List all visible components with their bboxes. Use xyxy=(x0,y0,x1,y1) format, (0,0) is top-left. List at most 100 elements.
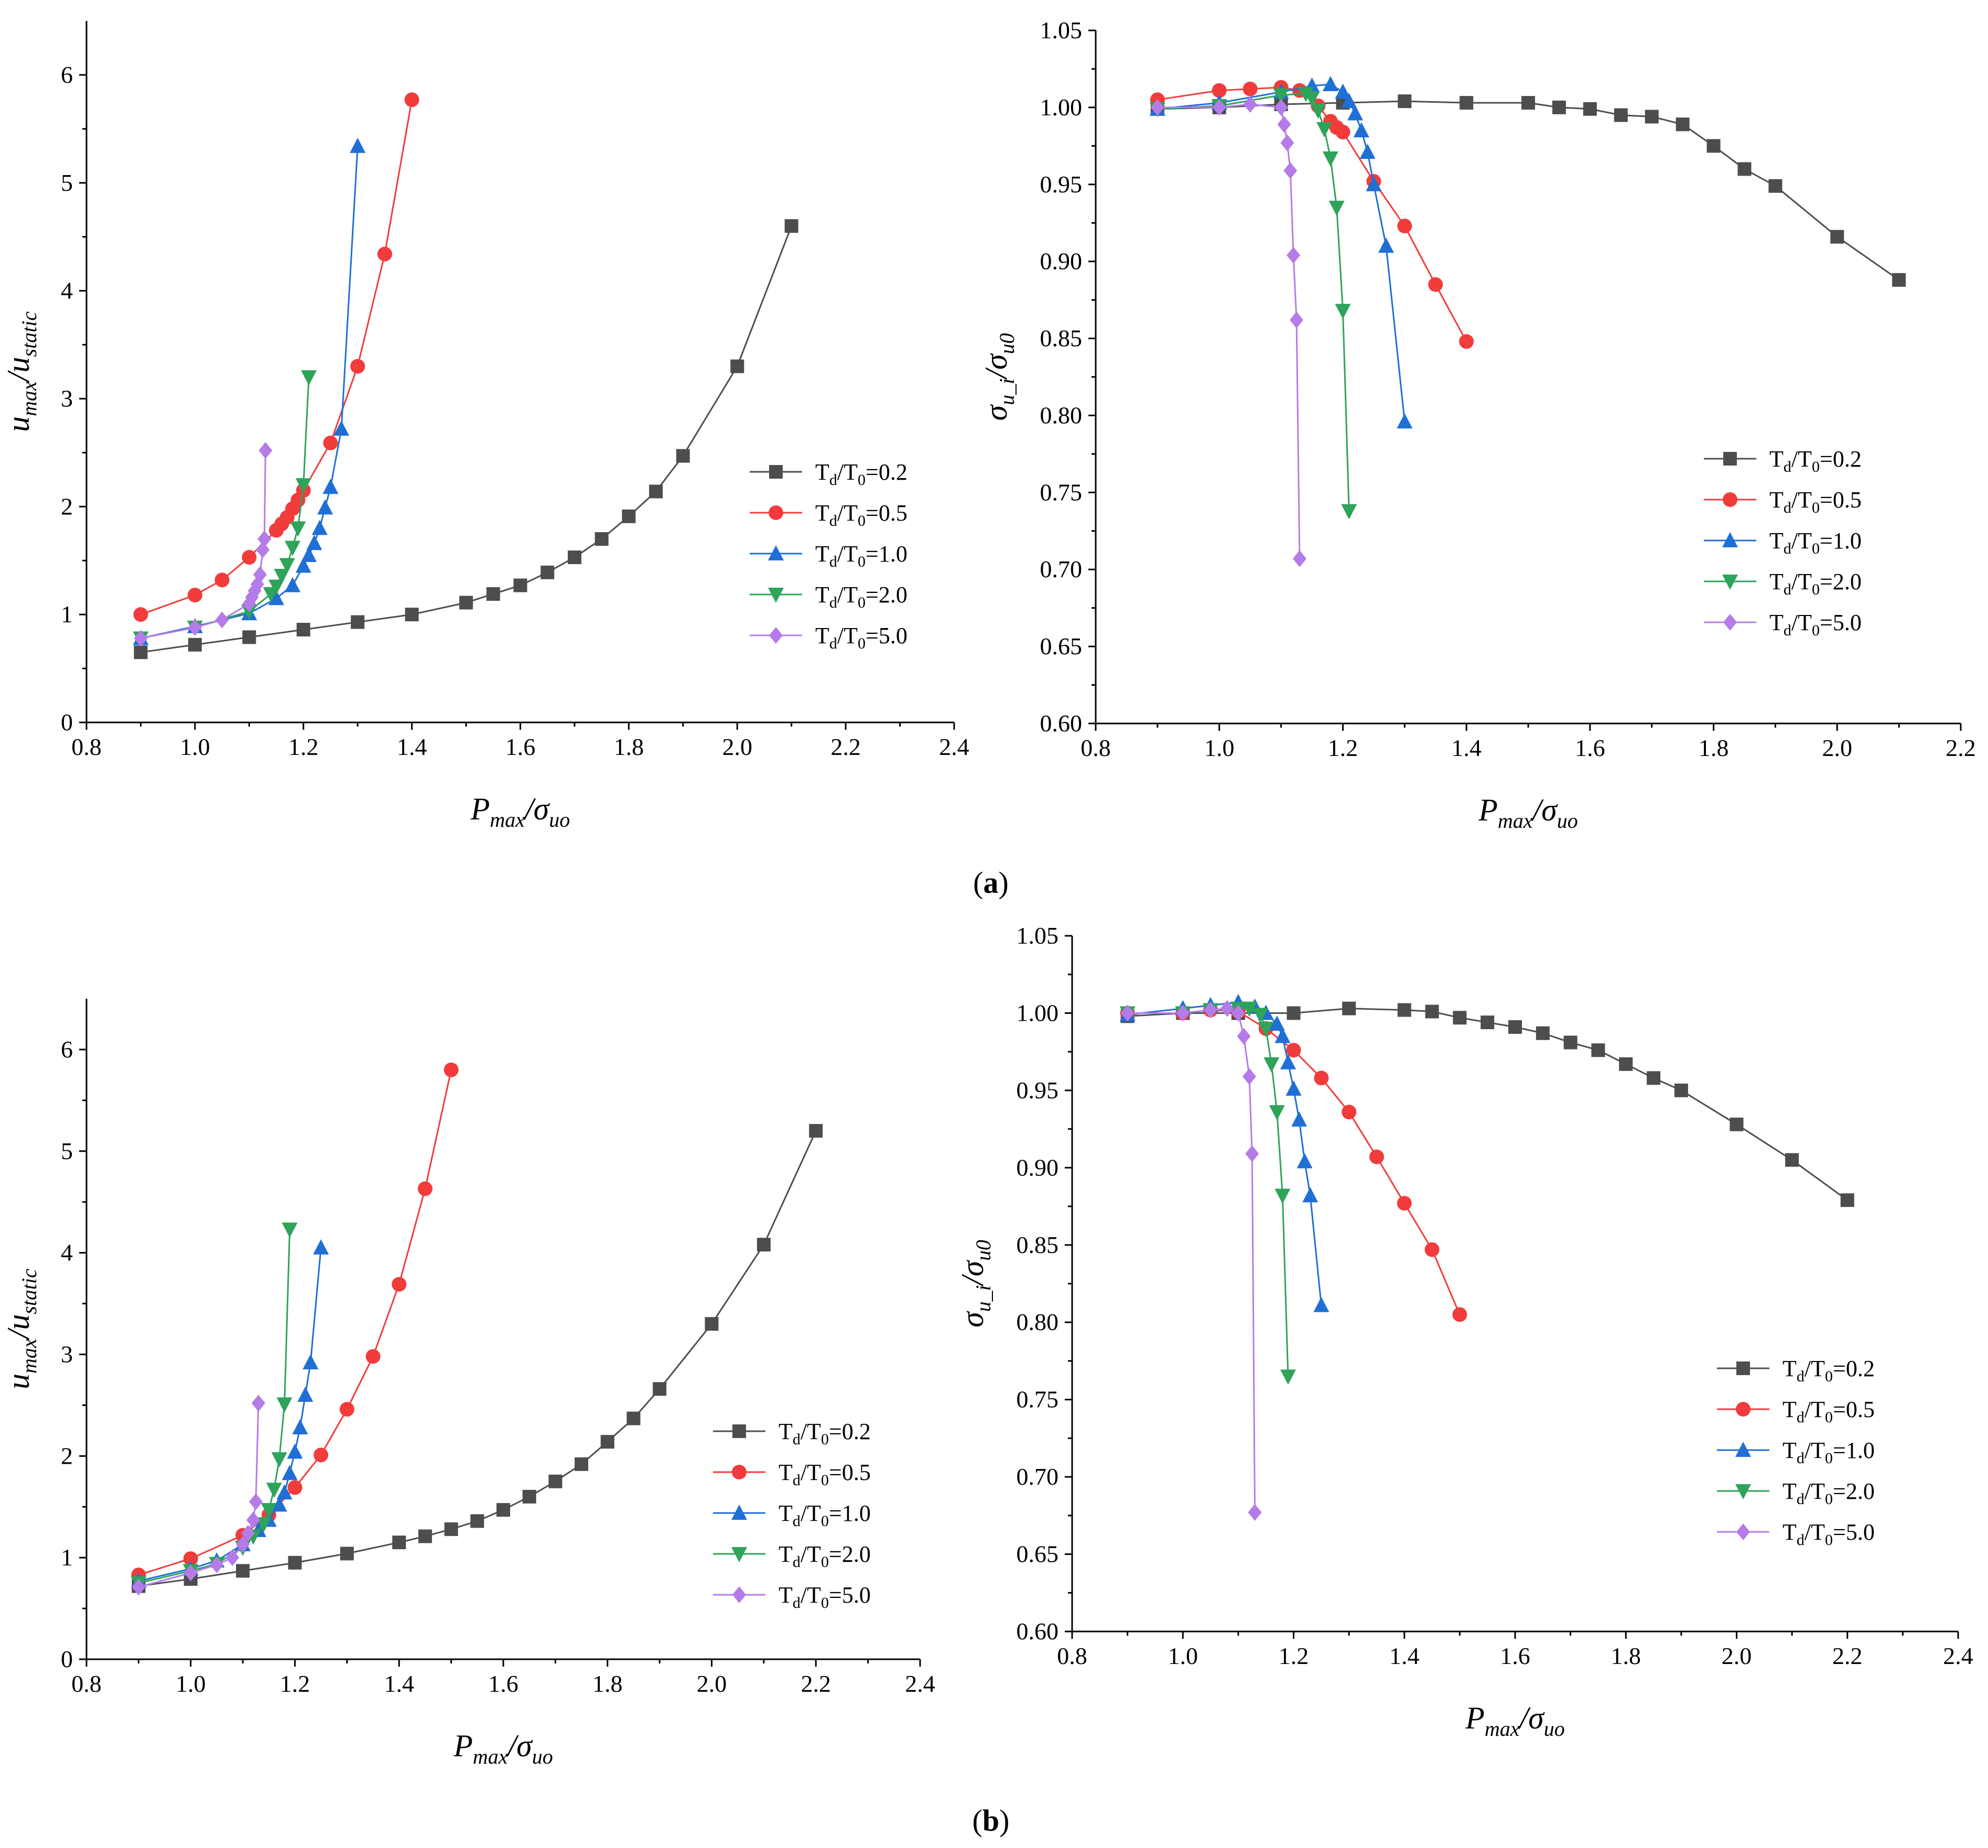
data-point xyxy=(1425,1004,1439,1019)
y-tick-label: 5 xyxy=(61,169,73,196)
legend: Td/T0=0.2 Td/T0=0.5 Td/T0=1.0 Td/T0=2.0 Td/T… xyxy=(1717,1356,1875,1549)
legend-label: Td/T0=0.5 xyxy=(779,1460,871,1489)
y-tick-label: 1.05 xyxy=(1040,17,1083,44)
data-point xyxy=(1428,277,1443,292)
data-point xyxy=(288,1555,302,1570)
x-tick-label: 2.2 xyxy=(801,1670,831,1697)
data-point xyxy=(258,442,273,459)
data-point xyxy=(626,1411,641,1425)
legend-entry: Td/T0=5.0 xyxy=(1704,610,1862,639)
y-tick-label: 5 xyxy=(61,1138,73,1164)
data-point xyxy=(1280,134,1294,152)
x-tick-label: 2.4 xyxy=(939,733,969,760)
data-point xyxy=(246,1511,260,1529)
data-point xyxy=(317,499,333,515)
data-point xyxy=(297,1387,314,1402)
data-point xyxy=(1248,1504,1262,1521)
chart-2: 0.8 1.0 1.2 1.4 1.6 1.8 2.0 2.2 0.60 0.65 0.70 0.75… xyxy=(979,17,1976,833)
data-point xyxy=(1322,75,1338,91)
legend-label: Td/T0=0.5 xyxy=(815,500,907,529)
data-point xyxy=(251,1395,265,1412)
data-point xyxy=(1674,1083,1688,1097)
data-point xyxy=(1460,96,1474,110)
data-point xyxy=(1280,1369,1296,1385)
data-point xyxy=(1150,99,1164,116)
y-tick-label: 3 xyxy=(61,385,73,412)
data-point xyxy=(444,1522,458,1536)
data-point xyxy=(210,1556,224,1573)
legend-entry: Td/T0=5.0 xyxy=(1717,1519,1875,1549)
data-point xyxy=(1830,230,1844,244)
x-tick-label: 1.6 xyxy=(1575,734,1605,761)
legend-entry: Td/T0=0.2 xyxy=(750,459,907,489)
x-tick-label: 1.8 xyxy=(614,733,644,760)
data-point xyxy=(268,579,285,595)
x-tick-label: 0.8 xyxy=(71,733,102,760)
data-point xyxy=(1176,1004,1190,1022)
data-point xyxy=(392,1536,406,1550)
legend-marker xyxy=(1722,575,1738,590)
data-point xyxy=(306,535,322,550)
data-point xyxy=(1706,139,1721,153)
legend-marker xyxy=(1735,1484,1751,1499)
data-point xyxy=(1536,1026,1550,1040)
data-point xyxy=(1287,246,1301,264)
x-tick-label: 1.2 xyxy=(288,733,319,760)
series-4 xyxy=(131,1223,298,1592)
x-axis-title: Pmax/σuo xyxy=(1465,1701,1565,1741)
x-tick-label: 1.4 xyxy=(1389,1642,1420,1669)
legend-marker xyxy=(1735,1442,1751,1457)
data-point xyxy=(1614,108,1628,122)
data-point xyxy=(266,1483,282,1498)
y-tick-label: 0.85 xyxy=(1040,325,1083,352)
data-point xyxy=(188,637,202,652)
data-point xyxy=(295,478,311,494)
legend-marker xyxy=(1723,492,1737,507)
chart-3: 0.8 1.0 1.2 1.4 1.6 1.8 2.0 2.2 2.4 0 1 2 3 4 5 6 Pmax/σ… xyxy=(1,999,935,1768)
data-point xyxy=(134,630,148,647)
x-tick-label: 2.0 xyxy=(722,733,753,760)
legend: Td/T0=0.2 Td/T0=0.5 Td/T0=1.0 Td/T0=2.0 Td/T… xyxy=(750,459,907,652)
legend-label: Td/T0=0.5 xyxy=(1769,487,1862,516)
data-point xyxy=(257,531,272,548)
data-point xyxy=(1424,1242,1440,1257)
legend-label: Td/T0=1.0 xyxy=(779,1500,871,1530)
legend-marker xyxy=(732,1465,747,1479)
x-tick-label: 0.8 xyxy=(1081,734,1111,761)
y-tick-label: 2 xyxy=(61,1442,73,1469)
data-point xyxy=(1353,122,1369,137)
data-point xyxy=(236,1564,250,1578)
x-tick-label: 1.0 xyxy=(176,1670,206,1697)
data-point xyxy=(1280,1054,1296,1069)
y-axis-title: umax/ustatic xyxy=(1,311,41,432)
data-point xyxy=(1508,1020,1522,1034)
legend-marker xyxy=(768,588,784,603)
data-point xyxy=(1552,100,1566,114)
legend-marker xyxy=(769,465,783,479)
legend-label: Td/T0=1.0 xyxy=(1769,528,1862,557)
legend-label: Td/T0=2.0 xyxy=(1782,1478,1875,1508)
legend-entry: Td/T0=1.0 xyxy=(713,1500,871,1530)
data-point xyxy=(705,1317,719,1331)
data-point xyxy=(133,607,148,622)
x-tick-label: 1.4 xyxy=(384,1670,415,1697)
legend-entry: Td/T0=1.0 xyxy=(1704,528,1862,557)
data-point xyxy=(1287,1006,1301,1020)
data-point xyxy=(1243,96,1257,113)
data-point xyxy=(1328,200,1345,216)
y-tick-label: 0.70 xyxy=(1017,1463,1059,1490)
legend-entry: Td/T0=5.0 xyxy=(750,623,907,652)
data-point xyxy=(1291,1111,1308,1127)
data-point xyxy=(301,370,317,386)
legend-label: Td/T0=1.0 xyxy=(1782,1438,1875,1467)
data-point xyxy=(1369,1149,1384,1164)
data-point xyxy=(1263,1057,1280,1073)
y-tick-label: 1.00 xyxy=(1017,999,1059,1026)
data-point xyxy=(1285,1080,1302,1096)
data-point xyxy=(287,1480,302,1495)
legend-marker xyxy=(1722,532,1738,547)
y-tick-label: 0.60 xyxy=(1040,710,1083,737)
y-axis-title: σu_i/σu0 xyxy=(955,1240,995,1327)
y-tick-label: 0 xyxy=(61,709,73,736)
panel-label-a: (a) xyxy=(973,866,1009,900)
